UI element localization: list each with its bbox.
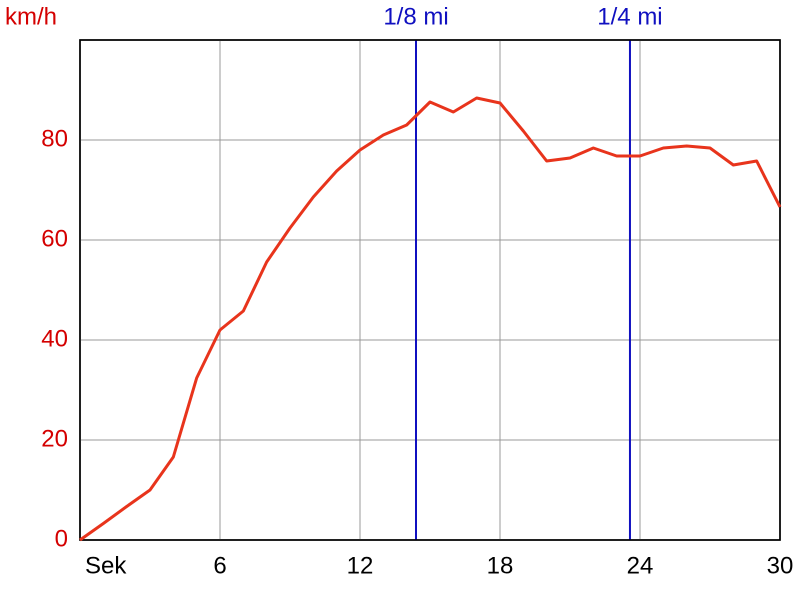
data-line <box>79 96 782 542</box>
plot-border <box>79 39 781 541</box>
y-tick-label: 0 <box>55 525 68 552</box>
distance-marker-label: 1/8 mi <box>383 3 448 30</box>
y-tick-label: 60 <box>41 225 68 252</box>
x-tick-label: 12 <box>347 552 374 579</box>
x-tick-label: 30 <box>767 552 794 579</box>
y-tick-label: 20 <box>41 425 68 452</box>
distance-marker-label: 1/4 mi <box>597 3 662 30</box>
x-axis-label: Sek <box>85 552 127 579</box>
y-axis-label: km/h <box>5 3 57 30</box>
plot-frame <box>79 39 781 541</box>
y-tick-label: 80 <box>41 125 68 152</box>
x-tick-label: 6 <box>213 552 226 579</box>
x-tick-label: 18 <box>487 552 514 579</box>
y-tick-label: 40 <box>41 325 68 352</box>
x-tick-label: 24 <box>627 552 654 579</box>
